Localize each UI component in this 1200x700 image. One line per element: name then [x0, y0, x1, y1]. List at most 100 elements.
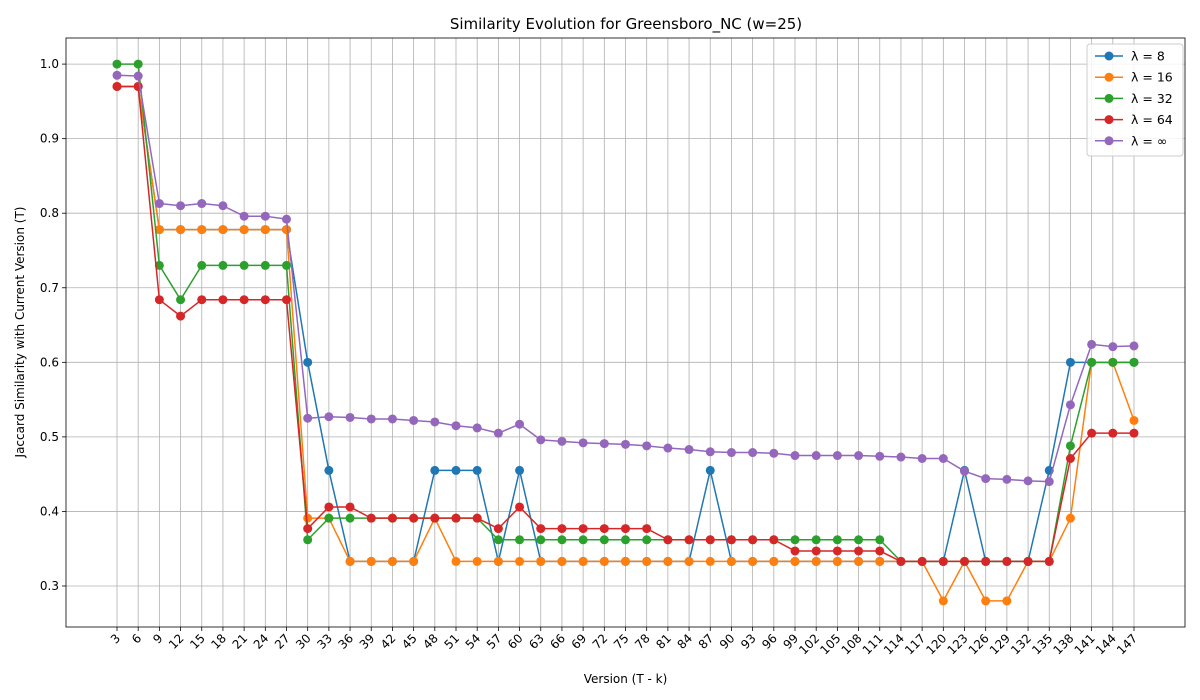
- data-point: [324, 502, 334, 512]
- legend-marker: [1104, 115, 1114, 125]
- data-point: [854, 535, 864, 545]
- x-tick-label: 36: [335, 631, 356, 652]
- data-point: [578, 524, 588, 534]
- data-point: [790, 451, 800, 461]
- data-point: [176, 311, 186, 321]
- x-tick-label: 45: [399, 631, 420, 652]
- data-point: [1065, 513, 1075, 523]
- data-point: [917, 556, 927, 566]
- legend-label: λ = 8: [1131, 49, 1165, 64]
- x-tick-label: 123: [945, 631, 971, 657]
- data-point: [239, 211, 249, 221]
- legend-marker: [1104, 72, 1114, 82]
- data-point: [769, 448, 779, 458]
- x-tick-label: 48: [420, 631, 441, 652]
- data-point: [239, 225, 249, 235]
- data-point: [642, 441, 652, 451]
- x-tick-label: 72: [590, 631, 611, 652]
- chart-title: Similarity Evolution for Greensboro_NC (…: [450, 15, 802, 34]
- data-point: [1002, 474, 1012, 484]
- data-point: [832, 535, 842, 545]
- x-tick-label: 141: [1072, 631, 1098, 657]
- legend-marker: [1104, 93, 1114, 103]
- data-point: [324, 412, 334, 422]
- data-point: [218, 260, 228, 270]
- data-point: [324, 465, 334, 475]
- x-tick-label: 135: [1029, 631, 1055, 657]
- y-tick-label: 0.7: [40, 281, 59, 295]
- data-point: [705, 535, 715, 545]
- x-axis-label: Version (T - k): [584, 672, 668, 686]
- data-point: [811, 535, 821, 545]
- data-point: [684, 535, 694, 545]
- data-point: [493, 535, 503, 545]
- data-point: [218, 201, 228, 211]
- data-point: [811, 546, 821, 556]
- data-point: [578, 438, 588, 448]
- data-point: [345, 513, 355, 523]
- data-point: [345, 556, 355, 566]
- legend-item: λ = 8: [1095, 49, 1165, 64]
- x-tick-label: 54: [463, 631, 484, 652]
- data-point: [260, 211, 270, 221]
- data-point: [176, 201, 186, 211]
- data-point: [133, 59, 143, 69]
- data-point: [599, 524, 609, 534]
- data-point: [557, 535, 567, 545]
- data-point: [112, 59, 122, 69]
- data-point: [430, 417, 440, 427]
- x-tick-label: 81: [653, 631, 674, 652]
- data-point: [790, 535, 800, 545]
- x-tick-label: 21: [230, 631, 251, 652]
- x-tick-label: 51: [441, 631, 462, 652]
- data-point: [578, 535, 588, 545]
- data-point: [621, 535, 630, 545]
- data-point: [409, 415, 419, 425]
- x-tick-label: 105: [817, 631, 843, 657]
- data-point: [1023, 556, 1033, 566]
- data-point: [769, 535, 779, 545]
- data-point: [748, 535, 758, 545]
- data-point: [493, 524, 503, 534]
- data-point: [854, 451, 864, 461]
- x-tick-label: 66: [547, 631, 568, 652]
- data-point: [387, 513, 397, 523]
- data-point: [938, 556, 948, 566]
- data-point: [303, 524, 313, 534]
- data-point: [303, 535, 313, 545]
- data-point: [1087, 357, 1097, 367]
- data-point: [154, 260, 164, 270]
- data-point: [282, 214, 291, 224]
- legend-label: λ = 32: [1131, 91, 1173, 106]
- data-point: [875, 535, 885, 545]
- data-point: [557, 524, 567, 534]
- data-point: [112, 81, 122, 91]
- data-point: [663, 556, 673, 566]
- data-point: [599, 535, 609, 545]
- x-tick-label: 132: [1008, 631, 1034, 657]
- data-point: [345, 502, 355, 512]
- data-point: [1108, 342, 1118, 352]
- data-point: [1065, 357, 1075, 367]
- data-point: [726, 556, 736, 566]
- data-point: [599, 439, 609, 449]
- data-point: [1108, 357, 1118, 367]
- data-point: [896, 452, 906, 462]
- legend-label: λ = 64: [1131, 112, 1173, 127]
- data-point: [515, 465, 525, 475]
- data-point: [239, 260, 249, 270]
- data-point: [1087, 339, 1097, 349]
- x-tick-label: 111: [860, 631, 886, 657]
- data-point: [960, 466, 969, 476]
- data-point: [515, 419, 525, 429]
- data-point: [154, 225, 164, 235]
- data-point: [621, 439, 630, 449]
- data-point: [1129, 428, 1139, 438]
- x-tick-label: 138: [1050, 631, 1076, 657]
- data-point: [1023, 476, 1033, 486]
- data-point: [1129, 341, 1139, 351]
- data-point: [790, 546, 800, 556]
- data-point: [515, 556, 525, 566]
- legend-box: [1086, 43, 1184, 157]
